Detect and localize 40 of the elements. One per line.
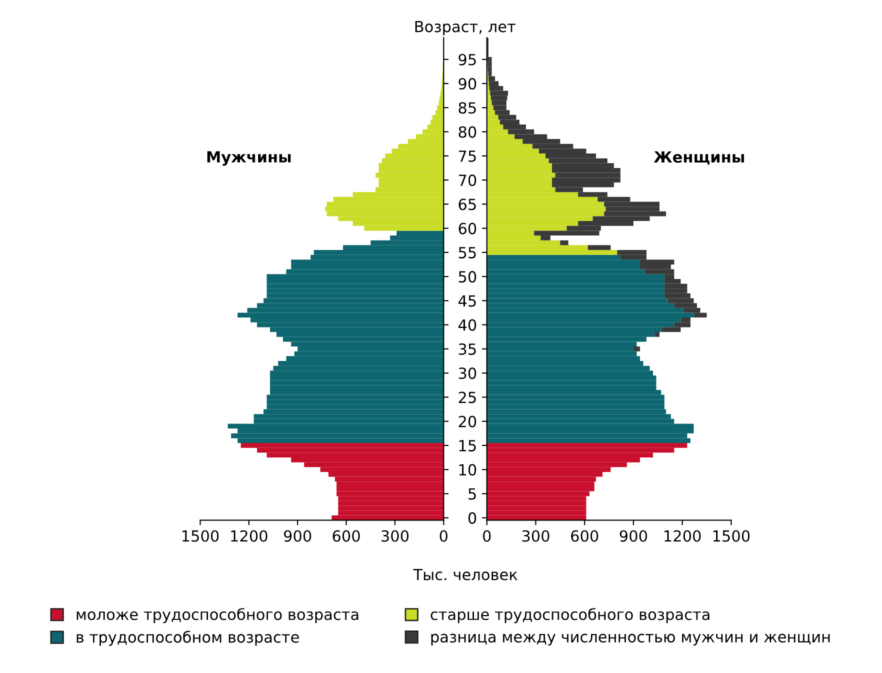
x-tick-label: 1200 (664, 530, 701, 542)
x-tick-label: 600 (332, 530, 360, 542)
x-tick-label: 1500 (182, 530, 219, 542)
y-tick-label: 20 (458, 416, 476, 428)
x-tick-label: 900 (284, 530, 312, 542)
y-tick-label: 65 (458, 198, 476, 210)
y-axis-title: Возраст, лет (415, 20, 516, 36)
y-tick-label: 35 (458, 343, 476, 355)
legend-label: разница между численностью мужчин и женщин (431, 634, 830, 646)
y-tick-label: 90 (458, 78, 476, 90)
legend-label: моложе трудоспособного возраста (76, 608, 358, 624)
y-tick-label: 75 (458, 150, 476, 162)
legend-label: старше трудоспособного возраста (430, 608, 710, 624)
y-tick-label: 10 (459, 464, 476, 476)
legend-label: в трудоспособном возрасте (76, 630, 299, 646)
y-tick-label: 15 (459, 440, 476, 452)
y-tick-label: 70 (458, 174, 476, 186)
x-tick-label: 300 (382, 530, 409, 542)
x-axis-title: Тыс. человек (413, 568, 518, 580)
x-tick-label: 1200 (231, 530, 268, 542)
y-tick-label: 60 (458, 222, 476, 234)
x-tick-label: 600 (571, 530, 598, 542)
annotation: Женщины (654, 151, 744, 165)
y-tick-label: 25 (458, 392, 476, 404)
y-tick-label: 30 (458, 368, 476, 380)
y-tick-label: 45 (458, 295, 476, 307)
x-tick-label: 1500 (713, 530, 750, 542)
x-tick-label: 0 (483, 530, 491, 542)
y-tick-label: 95 (458, 54, 476, 66)
y-tick-label: 55 (458, 247, 476, 258)
y-tick-label: 5 (468, 488, 476, 500)
annotation: Мужчины (207, 151, 291, 166)
y-tick-label: 85 (458, 102, 476, 114)
x-tick-label: 0 (440, 530, 448, 542)
x-tick-label: 900 (620, 530, 648, 542)
y-tick-label: 80 (458, 126, 476, 138)
x-tick-label: 300 (522, 530, 550, 542)
y-tick-label: 0 (468, 512, 476, 524)
y-tick-label: 50 (458, 271, 476, 283)
y-tick-label: 40 (458, 319, 476, 331)
